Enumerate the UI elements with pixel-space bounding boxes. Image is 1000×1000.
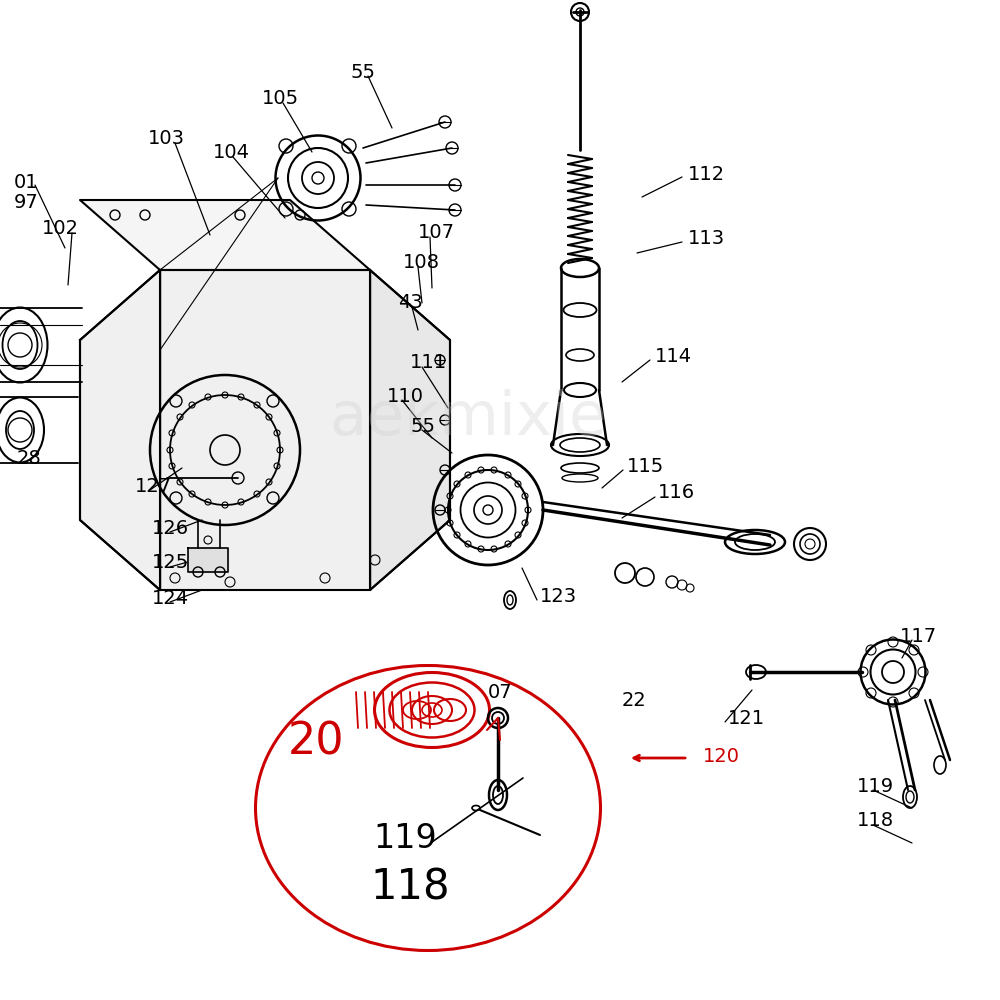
Text: 22: 22 xyxy=(622,690,647,710)
Text: 104: 104 xyxy=(213,143,250,162)
Polygon shape xyxy=(80,200,370,270)
Text: 105: 105 xyxy=(262,89,299,107)
Polygon shape xyxy=(188,548,228,572)
Text: 119: 119 xyxy=(857,776,894,796)
Text: 97: 97 xyxy=(14,194,39,213)
Text: 127: 127 xyxy=(135,478,172,496)
Text: 125: 125 xyxy=(152,554,189,572)
Text: 126: 126 xyxy=(152,518,189,538)
Polygon shape xyxy=(80,270,450,590)
Text: 20: 20 xyxy=(288,720,345,764)
Text: 103: 103 xyxy=(148,128,185,147)
Text: 102: 102 xyxy=(42,219,79,237)
Text: aekmixie: aekmixie xyxy=(329,388,607,448)
Text: 107: 107 xyxy=(418,224,455,242)
Text: 119: 119 xyxy=(373,822,437,854)
Text: 108: 108 xyxy=(403,253,440,272)
Text: 55: 55 xyxy=(350,62,375,82)
Text: 118: 118 xyxy=(370,867,450,909)
Text: 55: 55 xyxy=(410,418,435,436)
Text: 43: 43 xyxy=(398,294,423,312)
Text: 124: 124 xyxy=(152,588,189,607)
Text: 116: 116 xyxy=(658,484,695,502)
Text: 112: 112 xyxy=(688,164,725,184)
Polygon shape xyxy=(80,270,160,590)
Polygon shape xyxy=(370,270,450,590)
Text: 01: 01 xyxy=(14,174,39,192)
Text: 114: 114 xyxy=(655,348,692,366)
Text: 123: 123 xyxy=(540,587,577,606)
Text: 07: 07 xyxy=(488,684,513,702)
Text: 113: 113 xyxy=(688,229,725,247)
Text: 121: 121 xyxy=(728,708,765,728)
Text: 111: 111 xyxy=(410,354,447,372)
Text: 110: 110 xyxy=(387,386,424,406)
Text: 120: 120 xyxy=(703,746,740,766)
Text: 117: 117 xyxy=(900,626,937,646)
Text: 28: 28 xyxy=(17,448,42,468)
Text: 118: 118 xyxy=(857,812,894,830)
Text: 115: 115 xyxy=(627,458,664,477)
